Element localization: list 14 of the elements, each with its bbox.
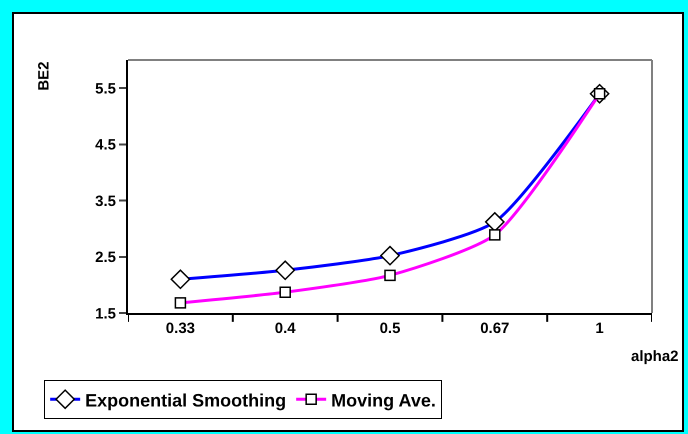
x-tick-label: 0.67	[480, 320, 510, 337]
x-axis-title: alpha2	[631, 348, 679, 365]
y-tick-label: 5.5	[95, 80, 116, 98]
x-tick-label: 0.33	[166, 320, 195, 337]
x-tick-label: 0.4	[274, 320, 296, 337]
y-tick-label: 4.5	[95, 136, 116, 154]
legend-label: Exponential Smoothing	[85, 390, 286, 410]
y-tick-label: 2.5	[95, 249, 116, 266]
y-tick-label: 1.5	[95, 305, 116, 322]
y-tick-label: 3.5	[95, 192, 116, 210]
y-axis-title: BE2	[36, 61, 53, 91]
x-tick-label: 1	[595, 320, 604, 337]
x-tick-label: 0.5	[380, 320, 400, 337]
legend-label: Moving Ave.	[331, 390, 436, 410]
